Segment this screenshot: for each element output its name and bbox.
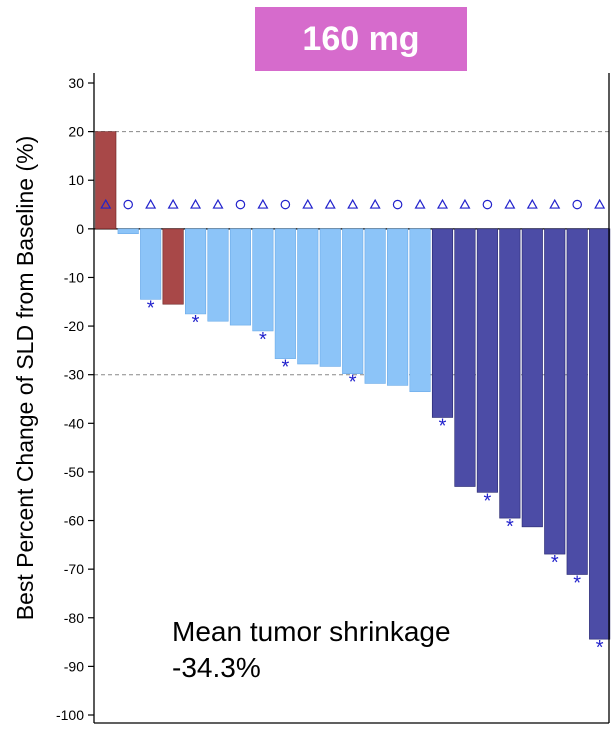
y-tick-label: -90 bbox=[64, 658, 84, 674]
triangle-marker bbox=[347, 198, 359, 209]
y-tick-label: 20 bbox=[68, 124, 84, 140]
triangle-marker bbox=[302, 198, 314, 209]
bar bbox=[117, 228, 139, 235]
triangle-marker bbox=[212, 198, 224, 209]
bar bbox=[499, 228, 521, 519]
annotation-label: Mean tumor shrinkage bbox=[172, 616, 451, 647]
circle-marker bbox=[280, 199, 291, 210]
asterisk-marker: * bbox=[596, 637, 604, 659]
y-tick-label: -20 bbox=[64, 318, 84, 334]
asterisk-marker: * bbox=[439, 415, 447, 437]
triangle-marker bbox=[526, 198, 538, 209]
bar bbox=[95, 131, 117, 230]
annotation-value: -34.3% bbox=[172, 652, 261, 683]
bar bbox=[140, 228, 162, 300]
circle-marker bbox=[235, 199, 246, 210]
asterisk-marker: * bbox=[349, 372, 357, 394]
bar bbox=[521, 228, 543, 528]
bar bbox=[162, 228, 184, 305]
dose-header: 160 mg bbox=[255, 7, 467, 71]
triangle-marker bbox=[145, 198, 157, 209]
bar bbox=[544, 228, 566, 555]
bar bbox=[431, 228, 454, 418]
y-axis-label: Best Percent Change of SLD from Baseline… bbox=[12, 136, 38, 621]
triangle-marker bbox=[369, 198, 381, 209]
circle-marker bbox=[123, 199, 133, 210]
bar bbox=[297, 228, 319, 365]
bar bbox=[207, 228, 229, 322]
bar bbox=[589, 228, 611, 640]
asterisk-marker: * bbox=[573, 573, 581, 595]
y-tick-label: 0 bbox=[76, 221, 84, 237]
triangle-marker bbox=[100, 198, 112, 209]
y-tick-label: -10 bbox=[64, 269, 84, 285]
triangle-marker bbox=[549, 198, 561, 209]
triangle-marker bbox=[257, 198, 269, 209]
triangle-marker bbox=[459, 198, 471, 209]
bar bbox=[454, 228, 476, 487]
dose-title: 160 mg bbox=[302, 19, 420, 58]
bar bbox=[364, 228, 386, 384]
y-tick-label: -70 bbox=[64, 561, 84, 577]
bar bbox=[319, 228, 341, 367]
asterisk-marker: * bbox=[147, 297, 155, 319]
bar bbox=[274, 228, 296, 359]
y-tick-label: -30 bbox=[64, 367, 84, 383]
bar bbox=[342, 228, 364, 375]
bar bbox=[476, 228, 498, 493]
circle-marker bbox=[482, 199, 493, 210]
bar bbox=[566, 228, 588, 575]
bar bbox=[409, 228, 431, 393]
bar bbox=[185, 228, 207, 315]
bar bbox=[252, 228, 274, 332]
y-tick-label: 10 bbox=[68, 172, 84, 188]
bars bbox=[95, 131, 611, 640]
y-tick-label: -50 bbox=[64, 464, 84, 480]
y-tick-label: -60 bbox=[64, 513, 84, 529]
asterisk-marker: * bbox=[192, 312, 200, 334]
triangle-marker bbox=[324, 198, 336, 209]
triangle-marker bbox=[414, 198, 426, 209]
bar bbox=[387, 228, 409, 386]
y-axis: 30 20 10 0 -10 -20 -30 -40 -50 -60 -70 -80 -90 -100 bbox=[56, 73, 610, 724]
circle-marker bbox=[392, 199, 403, 210]
response-markers: * * * * * * * * * * * bbox=[100, 198, 606, 659]
bar bbox=[229, 228, 251, 326]
y-tick-label: 30 bbox=[68, 75, 84, 91]
triangle-marker bbox=[190, 198, 202, 209]
asterisk-marker: * bbox=[281, 357, 289, 379]
y-tick-label: -80 bbox=[64, 610, 84, 626]
triangle-marker bbox=[504, 198, 516, 209]
y-tick-label: -40 bbox=[64, 415, 84, 431]
circle-marker bbox=[572, 199, 582, 210]
y-tick-label: -100 bbox=[56, 707, 84, 723]
asterisk-marker: * bbox=[484, 490, 492, 512]
triangle-marker bbox=[594, 198, 606, 209]
asterisk-marker: * bbox=[551, 552, 559, 574]
asterisk-marker: * bbox=[506, 516, 514, 538]
triangle-marker bbox=[436, 198, 449, 209]
asterisk-marker: * bbox=[259, 329, 267, 351]
triangle-marker bbox=[167, 198, 179, 209]
